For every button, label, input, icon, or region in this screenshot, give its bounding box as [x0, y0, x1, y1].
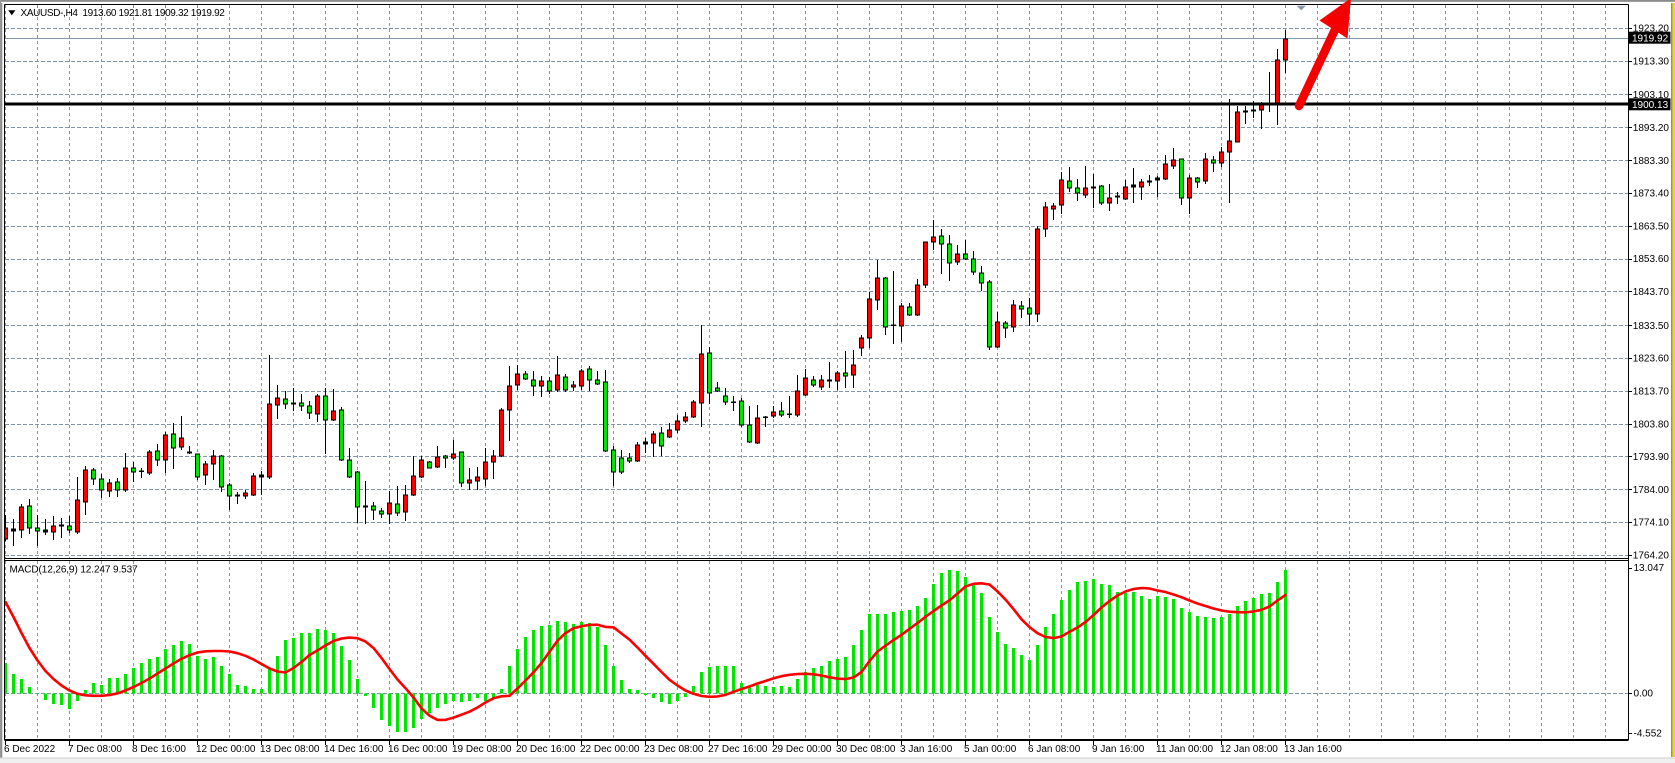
svg-text:1913.30: 1913.30 [1633, 56, 1670, 67]
svg-text:5 Jan 00:00: 5 Jan 00:00 [964, 744, 1017, 755]
svg-text:1764.20: 1764.20 [1633, 551, 1670, 562]
svg-text:16 Dec 00:00: 16 Dec 00:00 [388, 744, 448, 755]
svg-text:MACD(12,26,9) 12.247 9.537: MACD(12,26,9) 12.247 9.537 [10, 565, 139, 576]
svg-text:1900.13: 1900.13 [1632, 100, 1669, 111]
svg-text:6 Dec 2022: 6 Dec 2022 [4, 744, 56, 755]
svg-text:1883.30: 1883.30 [1633, 156, 1670, 167]
svg-text:-4.552: -4.552 [1634, 729, 1663, 740]
svg-text:7 Dec 08:00: 7 Dec 08:00 [68, 744, 122, 755]
svg-text:30 Dec 08:00: 30 Dec 08:00 [836, 744, 896, 755]
svg-text:23 Dec 08:00: 23 Dec 08:00 [644, 744, 704, 755]
svg-text:12 Dec 00:00: 12 Dec 00:00 [196, 744, 256, 755]
svg-text:1774.10: 1774.10 [1633, 518, 1670, 529]
svg-text:13 Dec 08:00: 13 Dec 08:00 [260, 744, 320, 755]
svg-text:1893.20: 1893.20 [1633, 123, 1670, 134]
svg-text:8 Dec 16:00: 8 Dec 16:00 [132, 744, 186, 755]
svg-text:1803.80: 1803.80 [1633, 419, 1670, 430]
svg-text:XAUUSD-,H4 1913.60 1921.81 19: XAUUSD-,H4 1913.60 1921.81 1909.32 1919.… [21, 8, 226, 19]
svg-text:6 Jan 08:00: 6 Jan 08:00 [1028, 744, 1081, 755]
svg-text:1833.50: 1833.50 [1633, 321, 1670, 332]
svg-text:13 Jan 16:00: 13 Jan 16:00 [1284, 744, 1342, 755]
svg-text:22 Dec 00:00: 22 Dec 00:00 [580, 744, 640, 755]
svg-text:9 Jan 16:00: 9 Jan 16:00 [1092, 744, 1145, 755]
svg-text:27 Dec 16:00: 27 Dec 16:00 [708, 744, 768, 755]
svg-text:12 Jan 08:00: 12 Jan 08:00 [1220, 744, 1278, 755]
svg-text:1843.70: 1843.70 [1633, 287, 1670, 298]
svg-text:1813.70: 1813.70 [1633, 387, 1670, 398]
svg-text:1923.20: 1923.20 [1633, 24, 1670, 35]
svg-text:20 Dec 16:00: 20 Dec 16:00 [516, 744, 576, 755]
svg-text:1853.60: 1853.60 [1633, 254, 1670, 265]
svg-text:1919.92: 1919.92 [1632, 33, 1669, 44]
svg-text:1873.40: 1873.40 [1633, 189, 1670, 200]
svg-text:29 Dec 00:00: 29 Dec 00:00 [772, 744, 832, 755]
svg-text:11 Jan 00:00: 11 Jan 00:00 [1156, 744, 1214, 755]
svg-text:14 Dec 16:00: 14 Dec 16:00 [324, 744, 384, 755]
svg-text:1903.10: 1903.10 [1633, 90, 1670, 101]
svg-text:3 Jan 16:00: 3 Jan 16:00 [900, 744, 953, 755]
svg-text:13.047: 13.047 [1634, 563, 1665, 574]
svg-text:1823.60: 1823.60 [1633, 354, 1670, 365]
svg-text:0.00: 0.00 [1634, 689, 1654, 700]
svg-text:19 Dec 08:00: 19 Dec 08:00 [452, 744, 512, 755]
svg-text:1784.00: 1784.00 [1633, 485, 1670, 496]
svg-text:1793.90: 1793.90 [1633, 452, 1670, 463]
svg-text:1863.50: 1863.50 [1633, 221, 1670, 232]
